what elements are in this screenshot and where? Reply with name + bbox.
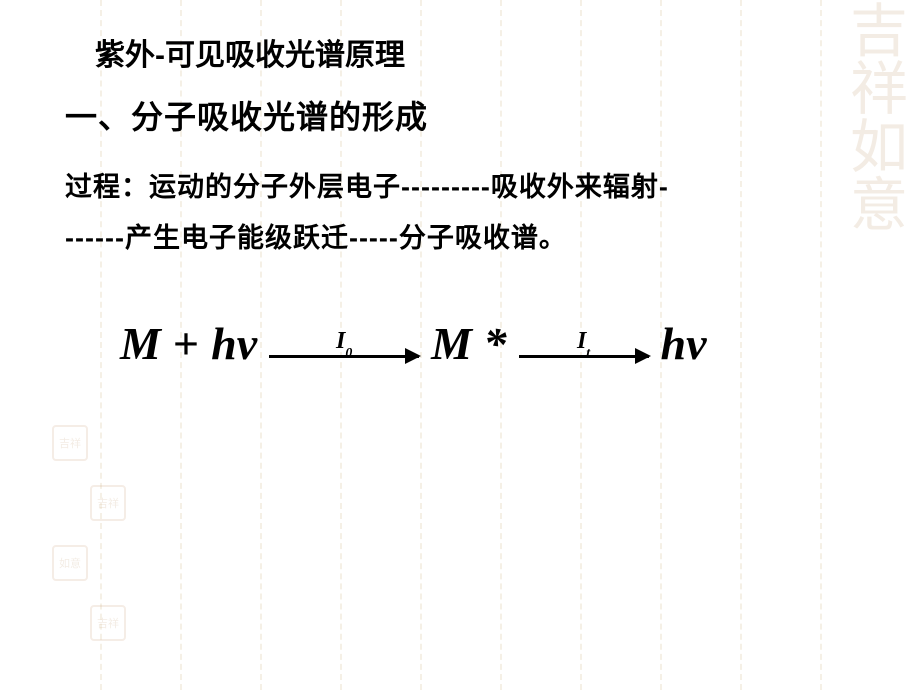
process-text-line2: ------产生电子能级跃迁-----分子吸收谱。 bbox=[65, 213, 850, 264]
eq-hnu2: hν bbox=[661, 317, 707, 370]
equation-block: M + hν I0 M * It hν bbox=[120, 317, 850, 370]
process-text-line1: 过程：运动的分子外层电子---------吸收外来辐射- bbox=[65, 162, 850, 213]
section-heading: 一、分子吸收光谱的形成 bbox=[65, 92, 850, 138]
eq-arrow2: It bbox=[519, 328, 649, 358]
eq-arrow1: I0 bbox=[269, 328, 419, 358]
eq-plus: + bbox=[173, 317, 199, 370]
equation: M + hν I0 M * It hν bbox=[120, 317, 850, 370]
seal-icon: 吉祥 bbox=[52, 425, 88, 461]
eq-arrow2-line bbox=[519, 355, 649, 358]
seal-icon: 吉祥 bbox=[90, 605, 126, 641]
eq-hnu1: hν bbox=[211, 317, 257, 370]
eq-Mstar: M * bbox=[431, 317, 506, 370]
slide-content: 紫外-可见吸收光谱原理 一、分子吸收光谱的形成 过程：运动的分子外层电子----… bbox=[0, 0, 920, 370]
seal-icon: 如意 bbox=[52, 545, 88, 581]
title-principle: 紫外-可见吸收光谱原理 bbox=[95, 30, 850, 74]
eq-arrow1-line bbox=[269, 355, 419, 358]
eq-M: M bbox=[120, 317, 161, 370]
seal-icon: 吉祥 bbox=[90, 485, 126, 521]
